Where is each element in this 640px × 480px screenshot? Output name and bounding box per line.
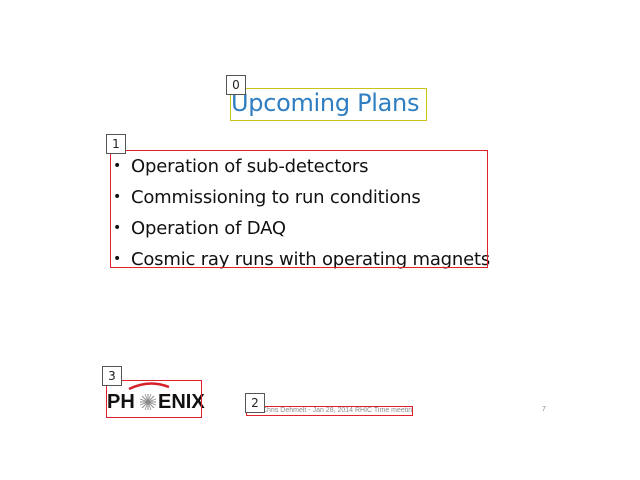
- bullet-item: • Cosmic ray runs with operating magnets: [111, 244, 491, 275]
- annotation-box-bullets: [110, 150, 488, 268]
- annotation-tag: 3: [102, 366, 122, 386]
- bullet-marker: •: [113, 220, 122, 236]
- annotation-box-footer: [246, 406, 413, 416]
- annotation-tag: 0: [226, 75, 246, 95]
- bullet-text: Commissioning to run conditions: [131, 187, 421, 208]
- bullet-text: Operation of sub-detectors: [131, 156, 369, 177]
- bullet-marker: •: [113, 189, 122, 205]
- annotation-tag: 2: [245, 393, 265, 413]
- logo-text-left: PH: [107, 391, 135, 413]
- annotation-box-logo: [106, 380, 202, 418]
- bullet-marker: •: [113, 251, 122, 267]
- bullet-list: • Operation of sub-detectors • Commissio…: [111, 151, 490, 270]
- bullet-text: Cosmic ray runs with operating magnets: [131, 249, 491, 270]
- bullet-text: Operation of DAQ: [131, 218, 286, 239]
- slide-footer: Chris Dehmelt - Jan 28, 2014 RHIC Time m…: [262, 407, 412, 414]
- annotation-box-title: [230, 88, 427, 121]
- logo-arc-icon: [128, 382, 170, 411]
- bullet-item: • Operation of DAQ: [111, 213, 487, 244]
- bullet-item: • Commissioning to run conditions: [111, 182, 487, 213]
- phenix-logo: PH ENIX: [107, 381, 205, 417]
- bullet-item: • Operation of sub-detectors: [111, 151, 487, 182]
- slide-title: Upcoming Plans: [231, 89, 420, 117]
- page-number: 7: [542, 406, 546, 413]
- annotation-tag: 1: [106, 134, 126, 154]
- bullet-marker: •: [113, 158, 122, 174]
- logo-text-right: ENIX: [158, 391, 205, 413]
